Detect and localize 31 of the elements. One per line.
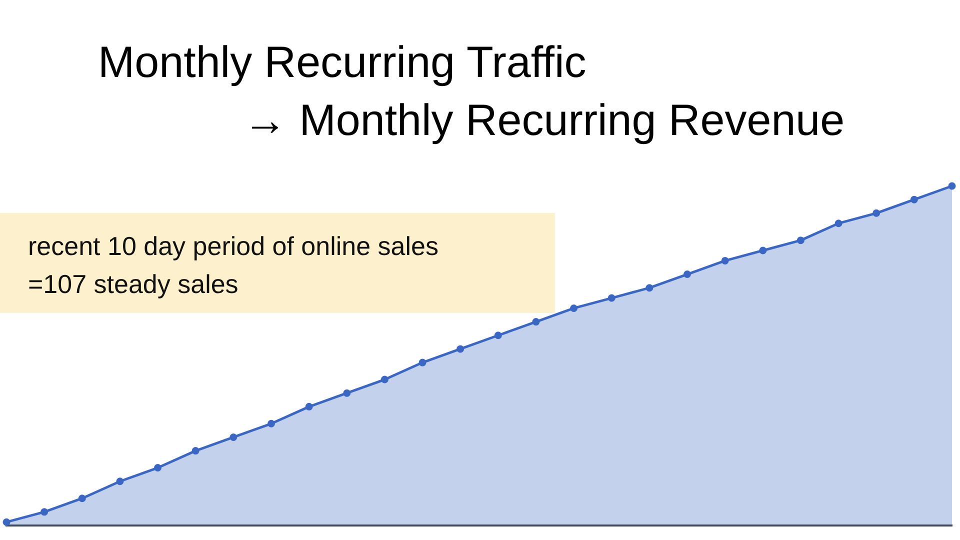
chart-subtitle: → Monthly Recurring Revenue [243, 96, 845, 146]
point [608, 294, 616, 302]
point [721, 256, 729, 264]
chart-title: Monthly Recurring Traffic [98, 38, 586, 88]
point [116, 478, 124, 486]
point [910, 196, 918, 204]
point [154, 464, 162, 472]
point [267, 420, 275, 428]
point [834, 220, 842, 228]
point [759, 246, 767, 254]
annotation: =107 steady sales [28, 268, 240, 301]
callout-box: recent 10 day period of online sales =107 steady sales [0, 213, 555, 313]
point [230, 433, 238, 441]
point [796, 236, 804, 244]
point [380, 376, 388, 384]
point [78, 494, 86, 502]
point [532, 318, 540, 326]
point [2, 518, 10, 526]
point [684, 270, 692, 278]
point [192, 447, 200, 455]
point [872, 209, 880, 217]
point [456, 345, 464, 353]
point [40, 508, 48, 516]
point [343, 389, 351, 397]
point [646, 284, 654, 292]
annotation: recent 10 day period of online sales [28, 230, 440, 263]
point [418, 358, 426, 366]
point [305, 402, 313, 410]
point [948, 182, 956, 190]
point [570, 304, 578, 312]
point [494, 332, 502, 340]
